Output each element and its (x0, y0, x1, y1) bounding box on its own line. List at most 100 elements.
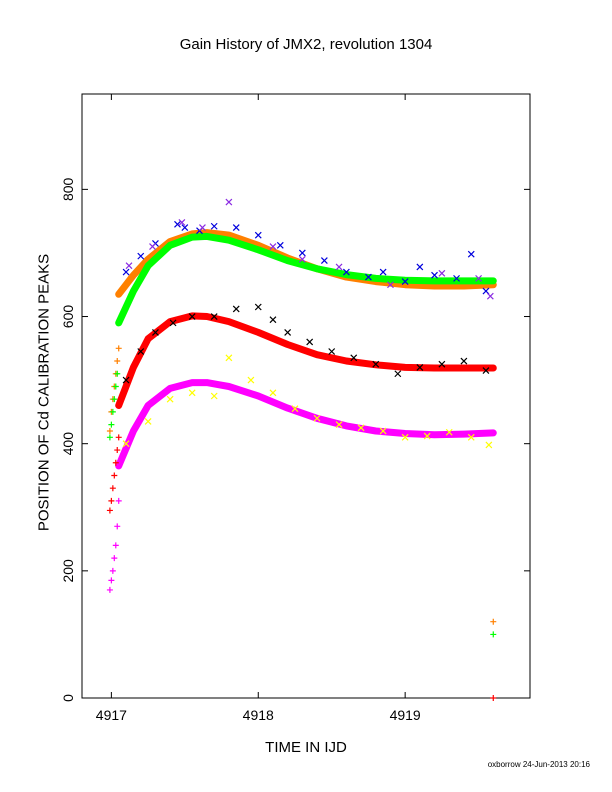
data-point-7 (357, 424, 365, 432)
data-point-5 (335, 263, 343, 271)
data-point-4 (254, 231, 262, 239)
data-point-4 (174, 220, 181, 228)
data-point-5 (475, 274, 483, 282)
data-point-4 (342, 268, 350, 276)
data-point-7 (122, 440, 130, 448)
data-point-7 (188, 389, 196, 397)
data-point-5 (199, 224, 206, 231)
data-point-7 (401, 433, 409, 441)
data-point-4 (401, 278, 409, 285)
data-point-6 (232, 305, 240, 313)
data-point-11 (112, 542, 119, 549)
data-point-7 (210, 392, 218, 400)
data-point-5 (125, 262, 133, 270)
data-point-11 (114, 523, 121, 530)
data-point-10 (114, 447, 121, 454)
data-point-9 (109, 408, 116, 415)
data-point-10 (111, 472, 118, 479)
data-point-9 (112, 383, 119, 390)
data-point-6 (416, 363, 424, 371)
data-point-7 (313, 414, 321, 422)
data-point-5 (178, 219, 186, 226)
data-point-4 (122, 268, 130, 276)
data-point-6 (188, 313, 196, 320)
data-point-6 (284, 328, 292, 336)
data-point-6 (122, 376, 130, 384)
data-point-6 (372, 360, 380, 368)
x-tick-label: 4917 (96, 707, 127, 723)
footer-credit: oxborrow 24-Jun-2013 20:16 (487, 760, 590, 769)
data-point-8 (115, 345, 122, 352)
data-point-7 (269, 389, 277, 397)
data-point-4 (453, 274, 460, 282)
y-tick-label: 400 (60, 432, 76, 456)
data-point-6 (169, 319, 177, 327)
data-point-10 (106, 507, 113, 514)
data-point-4 (137, 252, 145, 260)
data-point-6 (137, 348, 145, 355)
data-point-4 (431, 271, 438, 279)
fit-curve-3 (115, 379, 497, 470)
data-point-6 (210, 313, 218, 320)
data-point-7 (445, 428, 453, 436)
data-point-4 (276, 241, 284, 249)
data-point-7 (225, 354, 233, 362)
data-point-11 (109, 567, 116, 574)
chart-title: Gain History of JMX2, revolution 1304 (179, 36, 433, 53)
data-point-4 (298, 249, 306, 257)
data-point-5 (486, 292, 494, 300)
y-tick-label: 800 (60, 177, 76, 201)
data-point-7 (247, 376, 255, 384)
y-axis-label: POSITION OF Cd CALIBRATION PEAKS (35, 253, 53, 532)
x-tick-label: 4919 (390, 707, 421, 723)
data-point-11 (106, 586, 113, 593)
data-point-5 (269, 243, 277, 251)
data-point-6 (152, 328, 159, 336)
data-point-7 (423, 432, 431, 440)
data-point-7 (144, 418, 152, 425)
data-point-4 (416, 263, 424, 271)
data-point-9 (490, 631, 497, 638)
data-point-11 (115, 497, 122, 504)
data-point-6 (254, 303, 262, 311)
plot-frame (81, 93, 531, 699)
data-point-7 (467, 433, 475, 441)
data-point-8 (114, 358, 121, 365)
data-point-5 (387, 281, 394, 289)
data-point-4 (181, 224, 189, 231)
data-point-6 (482, 367, 490, 374)
data-point-8 (490, 618, 497, 625)
data-point-4 (210, 222, 218, 230)
data-point-6 (460, 357, 468, 365)
y-tick-label: 0 (60, 694, 76, 702)
data-point-4 (467, 250, 475, 258)
data-point-9 (108, 421, 115, 428)
data-point-5 (225, 198, 233, 206)
data-point-9 (111, 396, 118, 403)
y-tick-label: 600 (60, 305, 76, 329)
data-point-4 (379, 268, 387, 276)
data-point-10 (109, 485, 116, 492)
data-point-6 (438, 360, 446, 368)
data-point-10 (112, 459, 119, 466)
data-point-4 (365, 273, 372, 281)
data-point-11 (108, 577, 115, 584)
data-point-5 (298, 255, 306, 263)
data-point-6 (269, 316, 277, 324)
data-point-4 (232, 224, 240, 231)
data-point-11 (111, 555, 118, 562)
data-point-8 (106, 427, 113, 434)
data-point-4 (320, 257, 328, 265)
data-point-10 (490, 695, 497, 701)
data-point-7 (335, 421, 343, 429)
data-point-7 (166, 395, 174, 403)
data-point-9 (114, 370, 121, 377)
y-tick-label: 200 (60, 559, 76, 583)
data-point-6 (394, 370, 402, 378)
data-point-10 (115, 434, 122, 441)
data-point-7 (291, 405, 299, 413)
data-point-10 (108, 497, 115, 504)
data-point-9 (106, 434, 113, 441)
x-tick-label: 4918 (243, 707, 274, 723)
